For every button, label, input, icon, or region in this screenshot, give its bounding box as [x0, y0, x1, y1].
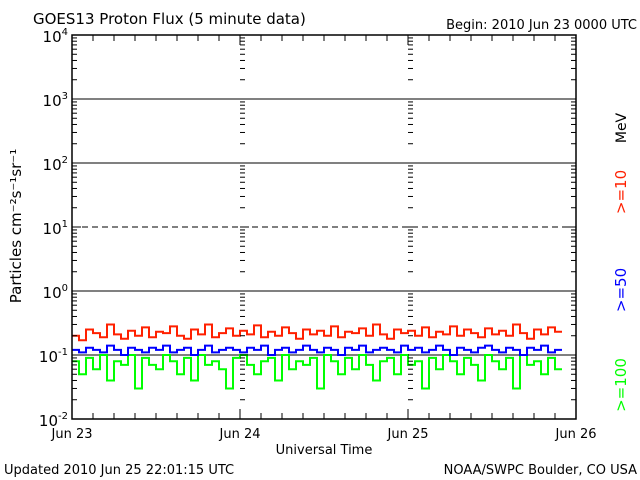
y-tick-exponent: 3 [62, 91, 68, 102]
y-tick-exponent: -1 [58, 347, 68, 358]
y-tick-base: 10 [39, 348, 58, 366]
axes [71, 34, 577, 420]
y-tick-label: 10-2 [39, 411, 68, 430]
y-tick-base: 10 [39, 412, 58, 430]
credit-label: NOAA/SWPC Boulder, CO USA [444, 463, 637, 478]
y-tick-exponent: 1 [62, 219, 68, 230]
legend-label-ge100: >=100 [612, 358, 630, 412]
x-axis-label: Universal Time [276, 443, 373, 458]
legend: MeV >=100 >=50 >=10 [612, 112, 630, 411]
x-tick-label: Jun 23 [51, 427, 93, 442]
x-tick-label: Jun 24 [219, 427, 261, 442]
legend-label-ge50: >=50 [612, 268, 630, 312]
x-tick-labels: Jun 23 Jun 24 Jun 25 Jun 26 [51, 427, 597, 442]
grid [72, 98, 576, 356]
x-tick-label: Jun 25 [387, 427, 429, 442]
series-line-ge10 [72, 323, 562, 342]
y-tick-label: 102 [43, 155, 68, 174]
y-tick-base: 10 [43, 28, 62, 46]
y-tick-label: 101 [43, 219, 68, 238]
series-line-ge50 [72, 344, 562, 356]
y-tick-label: 103 [43, 91, 68, 110]
y-tick-exponent: 4 [62, 27, 68, 38]
chart-title: GOES13 Proton Flux (5 minute data) [33, 10, 306, 28]
series-group [72, 323, 562, 390]
y-tick-base: 10 [43, 284, 62, 302]
y-tick-base: 10 [43, 220, 62, 238]
begin-label: Begin: 2010 Jun 23 0000 UTC [446, 18, 637, 33]
y-tick-exponent: 2 [62, 155, 68, 166]
y-tick-base: 10 [43, 156, 62, 174]
legend-label-ge10: >=10 [612, 170, 630, 214]
x-tick-label: Jun 26 [555, 427, 597, 442]
y-tick-exponent: -2 [58, 411, 68, 422]
y-tick-label: 104 [43, 27, 68, 46]
legend-unit-label: MeV [614, 112, 630, 143]
updated-label: Updated 2010 Jun 25 22:01:15 UTC [4, 463, 234, 478]
y-tick-label: 100 [43, 283, 68, 302]
y-tick-base: 10 [43, 92, 62, 110]
series-line-ge100 [72, 354, 562, 390]
y-tick-exponent: 0 [62, 283, 68, 294]
y-axis-label: Particles cm⁻²s⁻¹sr⁻¹ [7, 149, 25, 303]
y-tick-label: 10-1 [39, 347, 68, 366]
